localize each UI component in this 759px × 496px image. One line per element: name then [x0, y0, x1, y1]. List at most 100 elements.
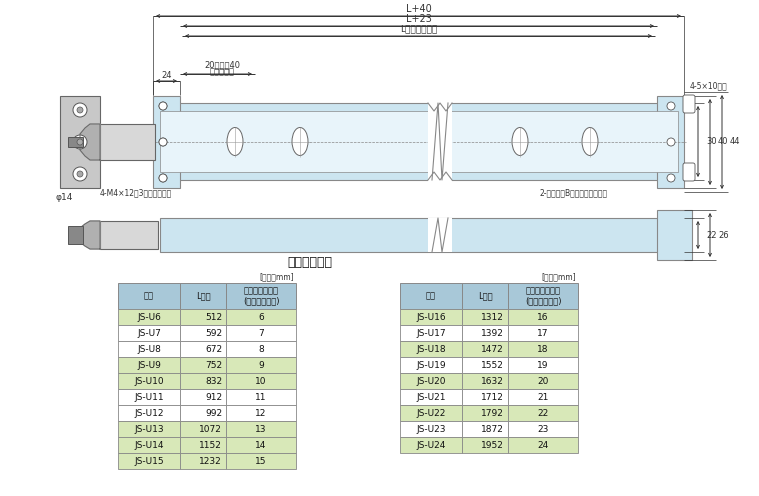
Circle shape	[667, 102, 675, 110]
Bar	[226, 453, 296, 469]
Text: JS-U22: JS-U22	[417, 409, 446, 418]
Bar	[118, 389, 180, 405]
Bar	[508, 405, 578, 421]
Text: 21: 21	[537, 392, 549, 401]
Bar	[400, 283, 462, 309]
Text: 18: 18	[537, 345, 549, 354]
Text: 14: 14	[255, 440, 266, 449]
Text: 20または40: 20または40	[204, 61, 241, 69]
Text: L+40: L+40	[405, 4, 431, 14]
Text: JS-U14: JS-U14	[134, 440, 164, 449]
Bar	[153, 96, 180, 188]
Bar	[400, 309, 462, 325]
Bar	[180, 325, 226, 341]
Circle shape	[77, 107, 83, 113]
Text: 1232: 1232	[200, 456, 222, 466]
Bar	[180, 421, 226, 437]
Text: 23: 23	[537, 425, 549, 434]
Text: 1632: 1632	[481, 376, 504, 385]
Text: 適合ユニット数
(シリーズ共通): 適合ユニット数 (シリーズ共通)	[524, 286, 561, 306]
Bar	[226, 325, 296, 341]
Bar	[180, 283, 226, 309]
Bar	[400, 389, 462, 405]
Text: 40: 40	[718, 137, 729, 146]
Circle shape	[159, 138, 167, 146]
Circle shape	[159, 102, 167, 110]
Text: 15: 15	[255, 456, 266, 466]
Text: 4-M4×12　3点セムスねじ: 4-M4×12 3点セムスねじ	[100, 188, 172, 197]
Bar	[657, 96, 684, 188]
Text: 7: 7	[258, 328, 264, 337]
Text: 11: 11	[255, 392, 266, 401]
Circle shape	[73, 103, 87, 117]
Ellipse shape	[292, 127, 308, 156]
Bar	[160, 103, 678, 180]
Text: L（下表参照）: L（下表参照）	[400, 24, 437, 34]
Bar	[180, 405, 226, 421]
Ellipse shape	[227, 127, 243, 156]
Bar	[118, 421, 180, 437]
Text: 1152: 1152	[199, 440, 222, 449]
Bar	[508, 437, 578, 453]
Text: 512: 512	[205, 312, 222, 321]
Text: 形式: 形式	[426, 292, 436, 301]
Bar	[508, 341, 578, 357]
Text: 12: 12	[255, 409, 266, 418]
Bar	[428, 103, 452, 180]
Bar	[462, 357, 508, 373]
Bar	[60, 96, 100, 188]
Text: 13: 13	[255, 425, 266, 434]
Text: 2-取付金具B（角度調整可能）: 2-取付金具B（角度調整可能）	[540, 188, 608, 197]
Text: 1792: 1792	[481, 409, 504, 418]
Bar	[462, 437, 508, 453]
Circle shape	[667, 174, 675, 182]
Polygon shape	[80, 221, 100, 249]
Bar	[100, 221, 158, 249]
Bar	[226, 357, 296, 373]
Circle shape	[77, 171, 83, 177]
Bar	[462, 421, 508, 437]
Bar	[226, 341, 296, 357]
Bar	[508, 283, 578, 309]
Bar	[400, 421, 462, 437]
Bar	[508, 357, 578, 373]
Text: 30: 30	[706, 137, 716, 146]
Bar	[462, 325, 508, 341]
Bar	[226, 283, 296, 309]
Text: 16: 16	[537, 312, 549, 321]
Text: 6: 6	[258, 312, 264, 321]
Bar	[180, 437, 226, 453]
Text: JS-U13: JS-U13	[134, 425, 164, 434]
Bar	[118, 437, 180, 453]
Text: 17: 17	[537, 328, 549, 337]
Bar	[462, 405, 508, 421]
Text: 912: 912	[205, 392, 222, 401]
Bar	[226, 421, 296, 437]
Text: 592: 592	[205, 328, 222, 337]
Bar	[68, 226, 83, 244]
Text: 1072: 1072	[199, 425, 222, 434]
Bar	[68, 137, 83, 147]
Bar	[508, 373, 578, 389]
Text: 26: 26	[718, 231, 729, 240]
Bar	[508, 309, 578, 325]
Text: JS-U24: JS-U24	[417, 440, 446, 449]
Text: 1472: 1472	[481, 345, 504, 354]
Bar	[508, 325, 578, 341]
Text: 1552: 1552	[481, 361, 504, 370]
Bar	[180, 309, 226, 325]
Text: 24: 24	[537, 440, 549, 449]
Text: JS-U7: JS-U7	[137, 328, 161, 337]
Bar	[160, 111, 678, 172]
Circle shape	[159, 174, 167, 182]
Bar	[118, 325, 180, 341]
Bar	[462, 283, 508, 309]
Circle shape	[159, 138, 167, 146]
FancyBboxPatch shape	[683, 95, 695, 113]
Text: JS-U12: JS-U12	[134, 409, 164, 418]
Bar	[180, 453, 226, 469]
Text: 1712: 1712	[481, 392, 504, 401]
Text: φ14: φ14	[55, 193, 72, 202]
Polygon shape	[80, 124, 100, 160]
Bar	[226, 309, 296, 325]
